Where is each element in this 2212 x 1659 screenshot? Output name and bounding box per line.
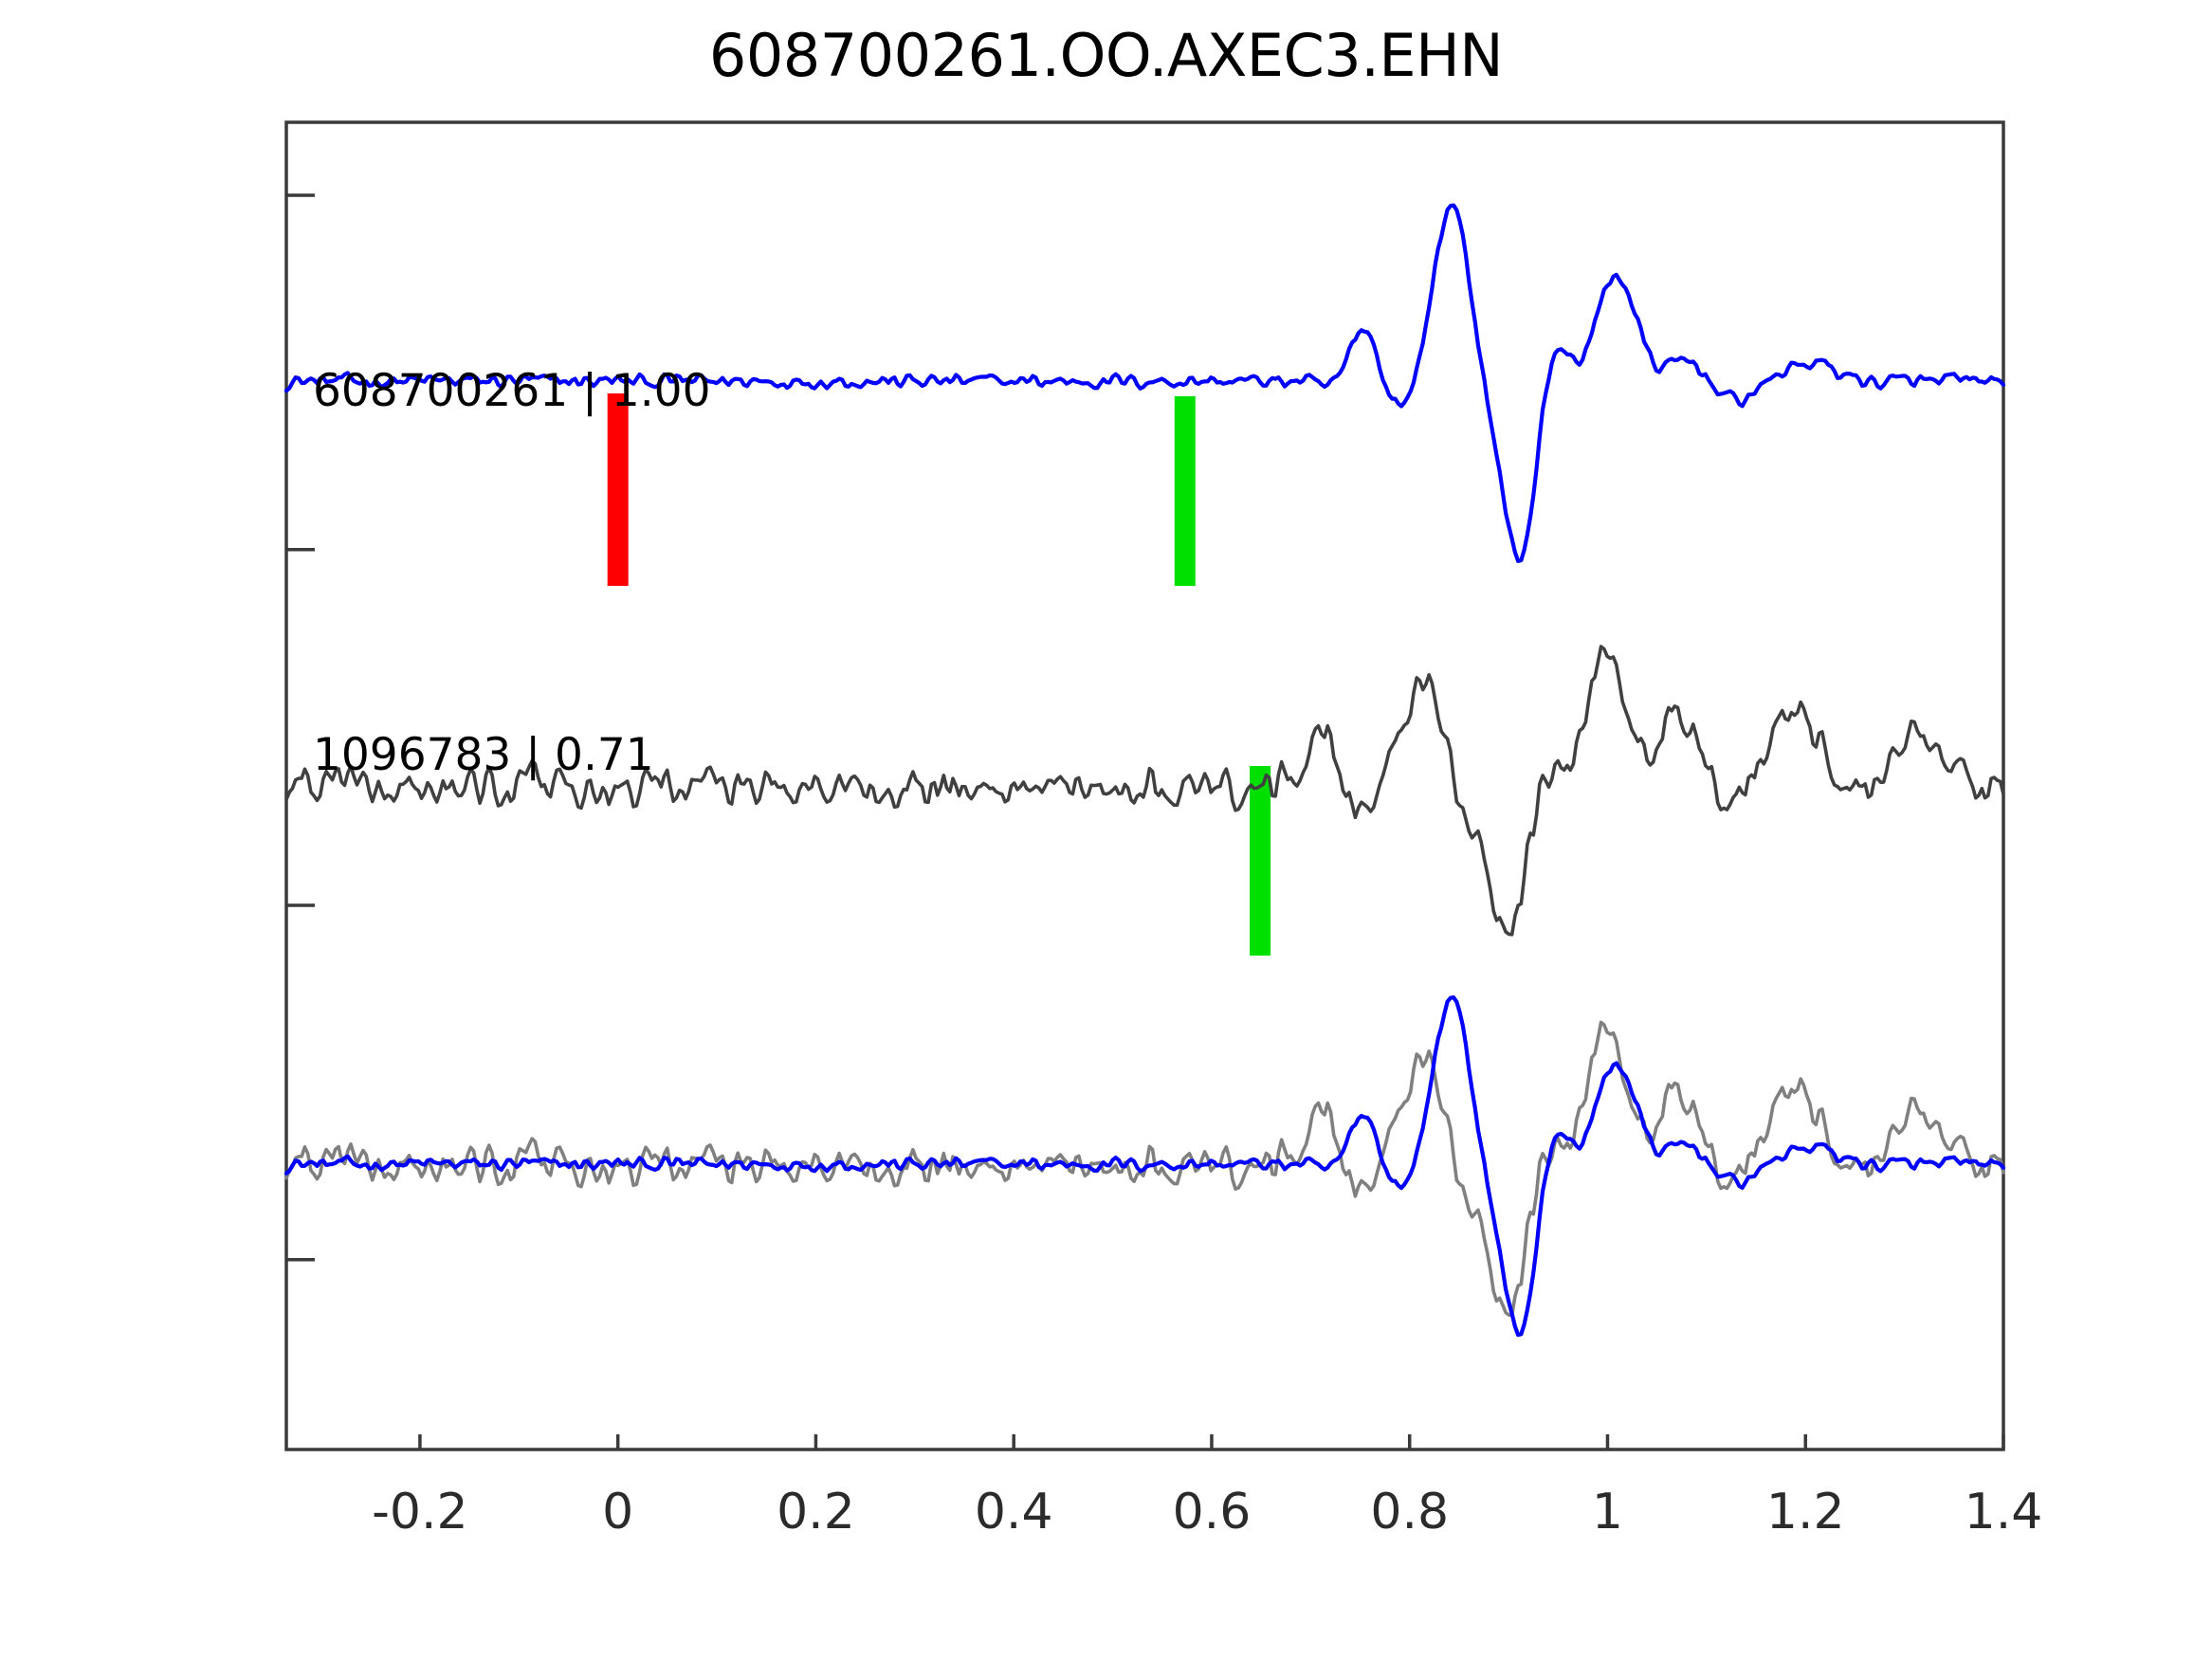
x-tick-label: 1.2 (1766, 1484, 1845, 1540)
template-trace (283, 203, 2006, 563)
chart-title: 608700261.OO.AXEC3.EHN (708, 21, 1504, 90)
detection-trace (284, 645, 2005, 937)
x-tick-label: 1.4 (1965, 1484, 2043, 1540)
s-pick-marker-green-panel1 (1174, 396, 1196, 586)
x-tick-label: 0 (602, 1484, 633, 1540)
p-pick-marker-red (607, 393, 629, 586)
trace-label-detection: 1096783 | 0.71 (313, 729, 654, 781)
x-tick-label: 0.8 (1370, 1484, 1449, 1540)
x-tick-label: 0.4 (975, 1484, 1053, 1540)
waveform-traces (283, 203, 2006, 1338)
s-pick-marker-green-panel2 (1250, 766, 1271, 956)
x-axis-ticks (418, 1434, 2005, 1449)
x-tick-label: 0.6 (1173, 1484, 1252, 1540)
x-tick-label: 0.2 (777, 1484, 855, 1540)
trace-label-template: 608700261 | 1.00 (313, 365, 711, 417)
pick-markers (607, 393, 1271, 956)
y-axis-ticks (286, 193, 315, 1262)
axes-frame (284, 120, 2005, 1451)
x-tick-label: 1 (1592, 1484, 1623, 1540)
overlay-trace-blue (283, 994, 2006, 1338)
x-tick-label: -0.2 (372, 1484, 467, 1540)
x-axis-tick-labels: -0.2 0 0.2 0.4 0.6 0.8 1 1.2 1.4 (372, 1484, 2042, 1540)
